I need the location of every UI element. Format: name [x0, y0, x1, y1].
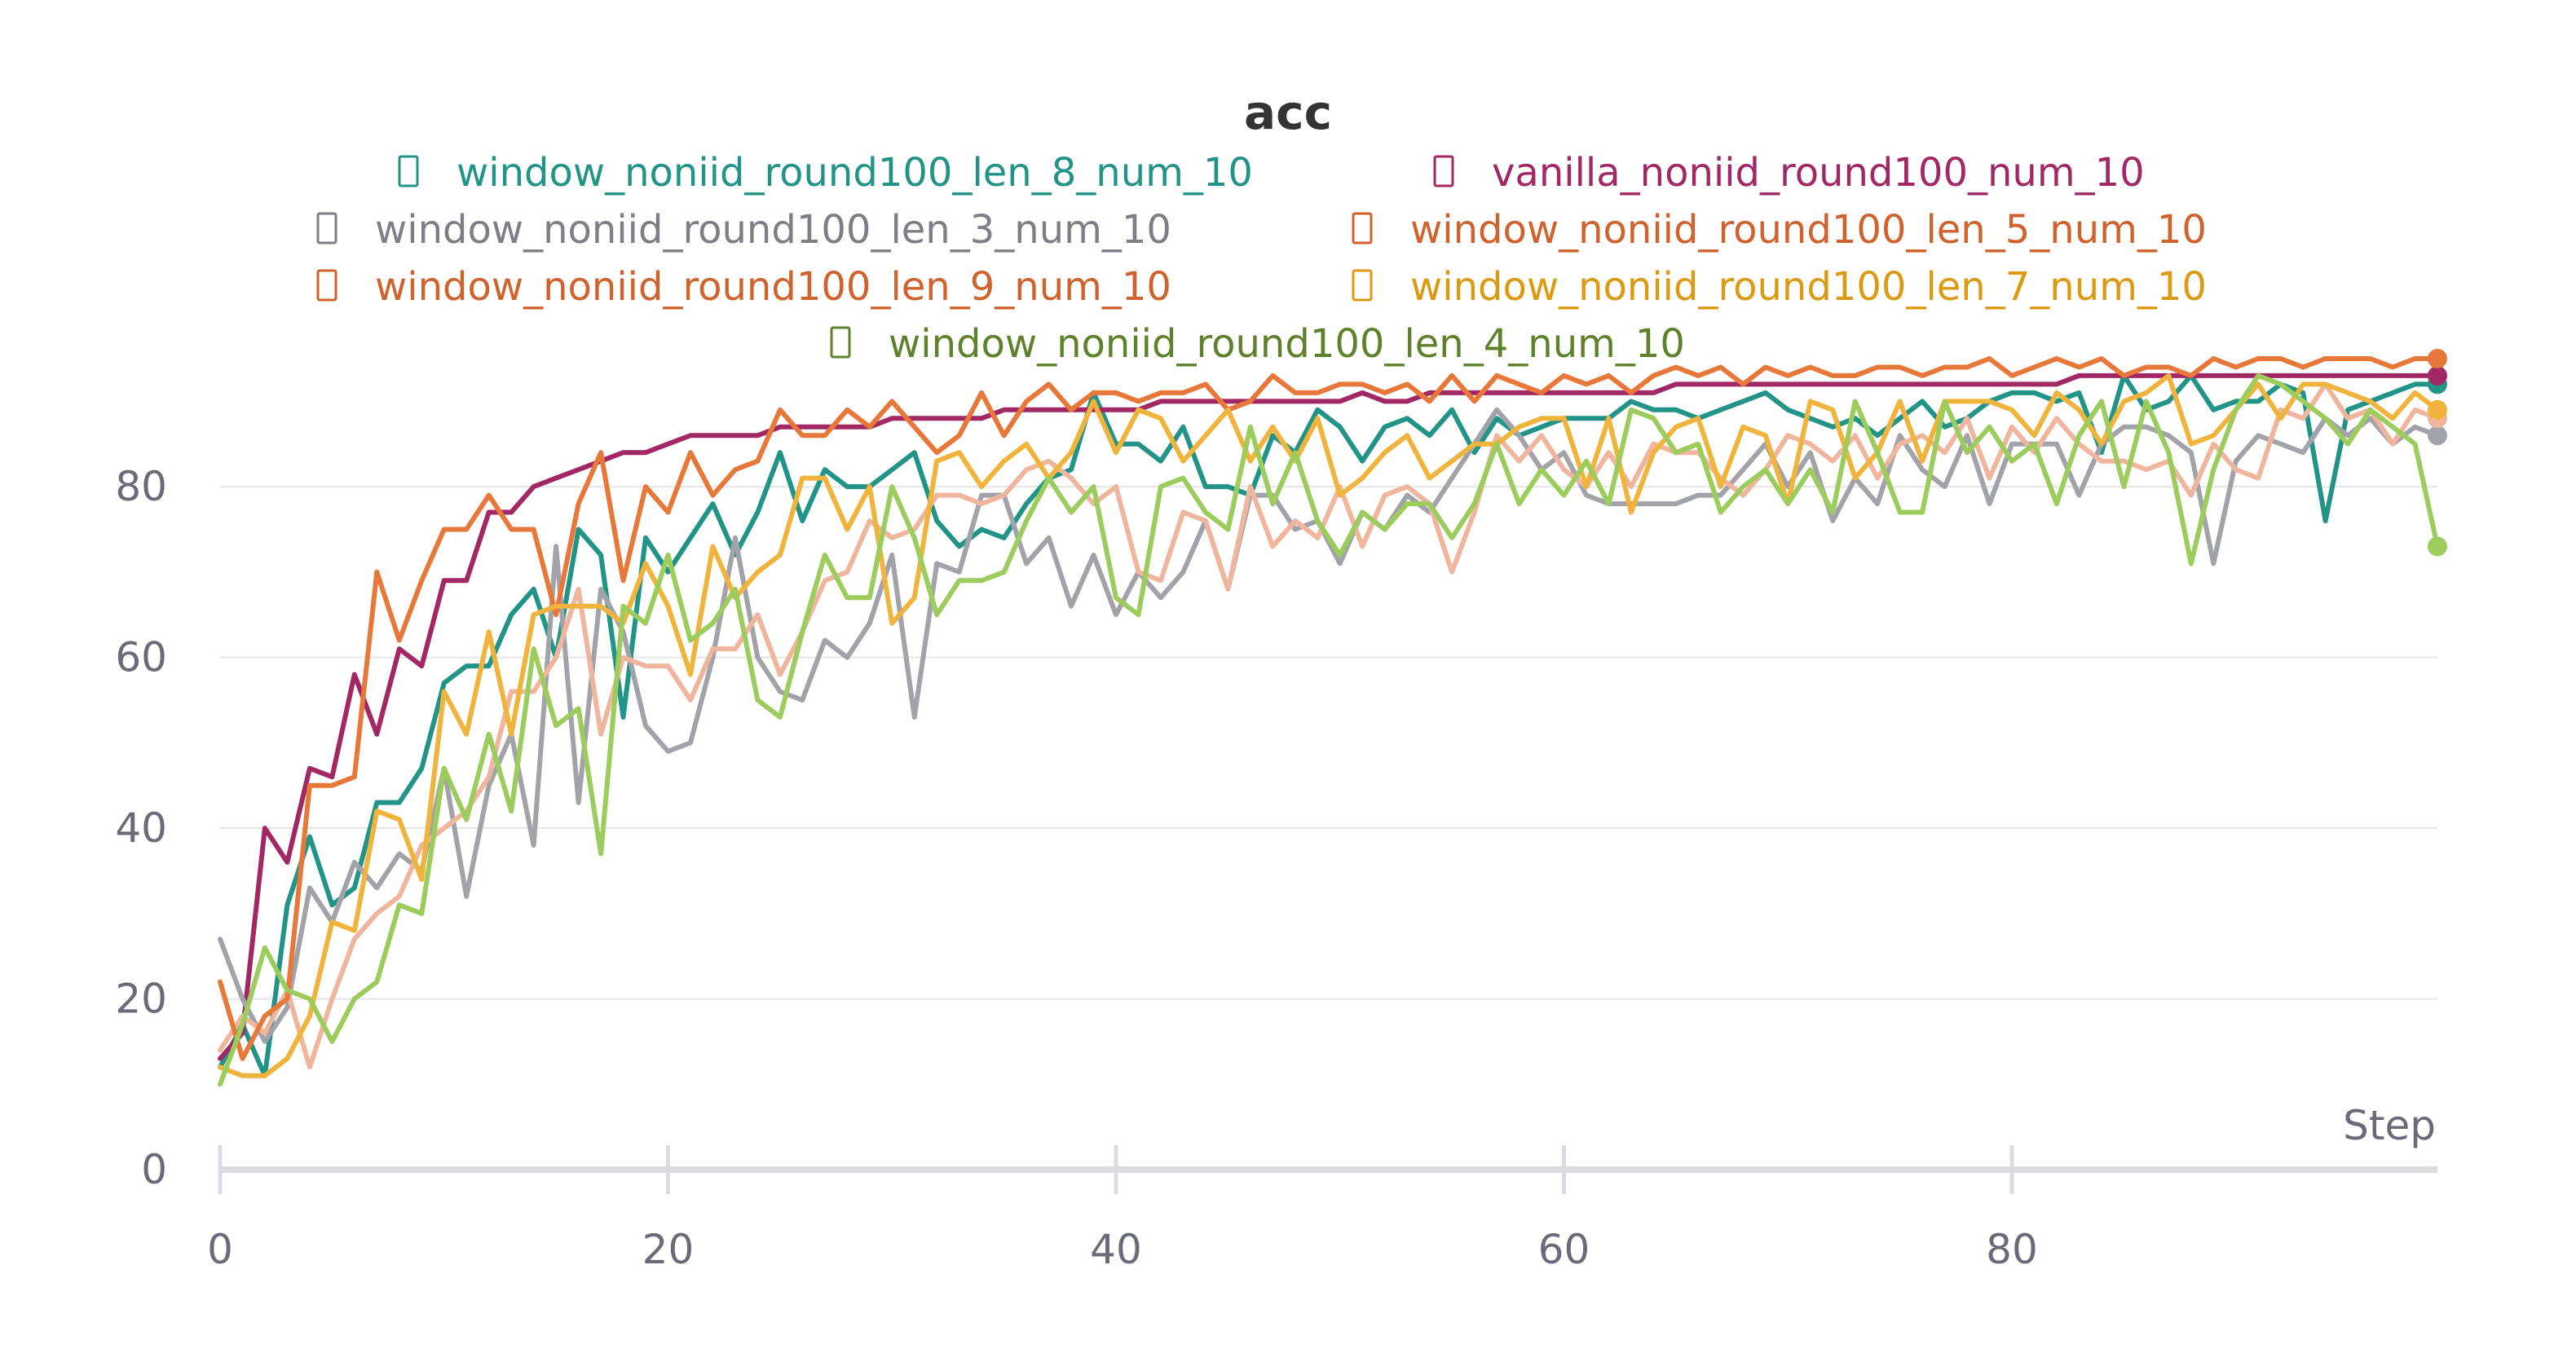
series-line-6 [218, 372, 2440, 1087]
legend-label: window_noniid_round100_len_9_num_10 [375, 264, 1171, 310]
series-line-5 [218, 372, 2440, 1078]
legend-label: window_noniid_round100_len_8_num_10 [457, 150, 1253, 196]
axes: 0 20 40 60 80 0 20 40 60 80 [115, 463, 2437, 1273]
y-tick-label: 60 [115, 634, 167, 681]
legend: window_noniid_round100_len_8_num_10 vanil… [316, 150, 2207, 367]
x-tick-label: 20 [642, 1226, 695, 1273]
legend-item-4[interactable]: window_noniid_round100_len_9_num_10 [316, 264, 1171, 310]
y-tick-label: 40 [115, 804, 167, 852]
legend-swatch [316, 212, 337, 245]
series-line-3 [218, 381, 2440, 1070]
y-tick-label: 80 [115, 463, 167, 510]
legend-item-6[interactable]: window_noniid_round100_len_4_num_10 [830, 321, 1685, 367]
x-tick-label: 80 [1986, 1226, 2038, 1273]
legend-label: window_noniid_round100_len_7_num_10 [1410, 264, 2207, 310]
series-endpoint-5 [2428, 399, 2447, 420]
legend-item-2[interactable]: window_noniid_round100_len_3_num_10 [316, 207, 1171, 253]
legend-item-5[interactable]: window_noniid_round100_len_7_num_10 [1352, 264, 2207, 310]
series-endpoint-6 [2428, 536, 2447, 557]
legend-swatch [316, 269, 337, 302]
series-endpoint-1 [2428, 365, 2447, 386]
y-tick-label: 0 [141, 1146, 167, 1193]
series-line-2 [218, 407, 2440, 1044]
series-line-4 [218, 356, 2440, 1061]
legend-label: window_noniid_round100_len_3_num_10 [375, 207, 1171, 253]
legend-item-3[interactable]: window_noniid_round100_len_5_num_10 [1352, 207, 2207, 253]
legend-item-1[interactable]: vanilla_noniid_round100_num_10 [1433, 150, 2145, 196]
legend-swatch [1352, 212, 1373, 245]
legend-swatch [398, 155, 419, 187]
series-line-1 [218, 372, 2440, 1061]
y-tick-label: 20 [115, 976, 167, 1023]
legend-label: window_noniid_round100_len_5_num_10 [1410, 207, 2207, 253]
x-axis-label: Step [2343, 1102, 2436, 1149]
legend-label: window_noniid_round100_len_4_num_10 [889, 321, 1685, 367]
legend-swatch [1352, 269, 1373, 302]
series-group [218, 349, 2447, 1087]
x-tick-label: 60 [1538, 1226, 1590, 1273]
chart-title: acc [1244, 85, 1332, 140]
legend-label: vanilla_noniid_round100_num_10 [1492, 150, 2145, 196]
legend-swatch [1433, 155, 1454, 187]
series-endpoint-2 [2428, 425, 2447, 446]
series-line-0 [218, 372, 2440, 1078]
x-tick-label: 40 [1090, 1226, 1142, 1273]
series-endpoint-4 [2428, 349, 2447, 368]
x-tick-label: 0 [207, 1226, 233, 1273]
legend-item-0[interactable]: window_noniid_round100_len_8_num_10 [398, 150, 1253, 196]
legend-swatch [830, 326, 851, 359]
